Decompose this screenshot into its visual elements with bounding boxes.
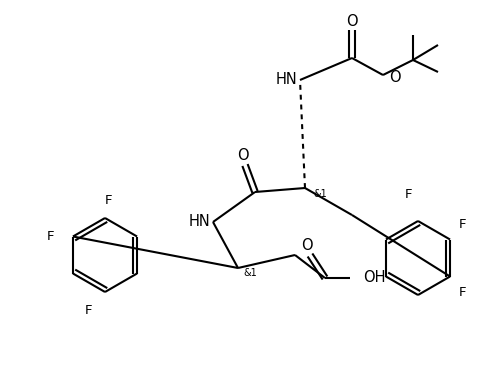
Text: &1: &1: [313, 189, 327, 199]
Text: &1: &1: [243, 268, 257, 278]
Text: F: F: [459, 287, 467, 300]
Text: O: O: [346, 14, 358, 29]
Text: F: F: [459, 218, 467, 232]
Text: HN: HN: [188, 214, 210, 229]
Text: F: F: [104, 194, 112, 206]
Text: HN: HN: [275, 73, 297, 88]
Text: O: O: [237, 149, 249, 164]
Text: F: F: [404, 188, 412, 202]
Text: F: F: [46, 230, 54, 244]
Text: OH: OH: [363, 270, 385, 285]
Text: O: O: [389, 70, 401, 85]
Text: O: O: [301, 238, 313, 253]
Text: F: F: [84, 303, 92, 317]
